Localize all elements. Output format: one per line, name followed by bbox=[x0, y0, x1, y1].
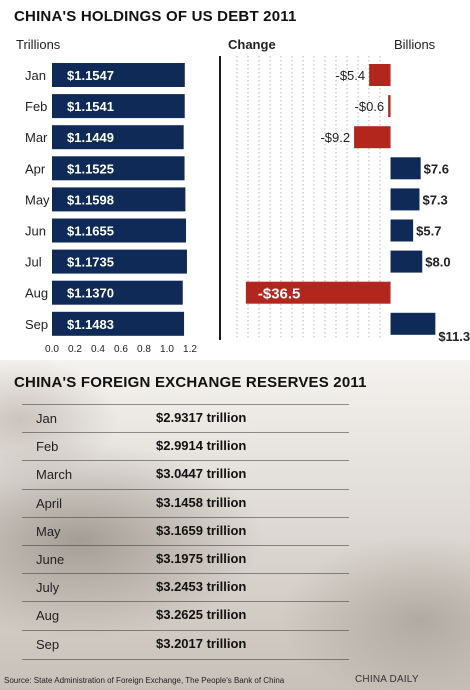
change-value-label: -$9.2 bbox=[320, 130, 350, 145]
credit-label: CHINA DAILY bbox=[355, 674, 419, 685]
source-note: Source: State Administration of Foreign … bbox=[4, 676, 285, 685]
reserves-value: $3.2453 trillion bbox=[156, 579, 247, 595]
reserves-row: June $3.1975 trillion bbox=[22, 545, 349, 574]
holdings-value-label: $1.1655 bbox=[67, 224, 114, 239]
reserves-row: Feb $2.9914 trillion bbox=[22, 432, 349, 461]
change-bar bbox=[390, 219, 414, 242]
reserves-month: July bbox=[36, 580, 60, 596]
holdings-bar bbox=[52, 94, 185, 119]
change-title: Change bbox=[228, 37, 276, 52]
reserves-title: CHINA'S FOREIGN EXCHANGE RESERVES 2011 bbox=[14, 374, 367, 391]
change-value-label: -$5.4 bbox=[336, 68, 366, 83]
reserves-month: March bbox=[36, 467, 73, 483]
reserves-value: $2.9914 trillion bbox=[156, 438, 247, 454]
change-bar bbox=[390, 250, 423, 273]
holdings-category-label: Apr bbox=[25, 161, 46, 176]
holdings-bar bbox=[52, 125, 184, 150]
change-value-label: $11.3 bbox=[438, 329, 470, 344]
reserves-value: $3.1975 trillion bbox=[156, 551, 247, 566]
change-value-label: $5.7 bbox=[416, 224, 441, 239]
holdings-bar bbox=[52, 63, 185, 87]
change-unit-label: Billions bbox=[394, 37, 436, 52]
change-bar bbox=[369, 64, 391, 86]
reserves-row: April $3.1458 trillion bbox=[22, 488, 349, 518]
reserves-row: Aug $3.2625 trillion bbox=[22, 601, 349, 630]
change-bar bbox=[390, 188, 420, 211]
reserves-row: Sep $3.2017 trillion bbox=[22, 629, 349, 660]
change-value-label: $8.0 bbox=[425, 255, 450, 270]
change-value-label: $7.3 bbox=[422, 192, 447, 207]
holdings-category-label: Jan bbox=[25, 68, 46, 83]
reserves-row: May $3.1659 trillion bbox=[22, 516, 349, 546]
holdings-value-label: $1.1525 bbox=[67, 161, 114, 176]
reserves-month: Sep bbox=[36, 636, 60, 652]
holdings-bar bbox=[52, 311, 185, 336]
change-value-label: -$0.6 bbox=[355, 99, 385, 114]
holdings-x-tick-label: 0.8 bbox=[137, 344, 151, 355]
holdings-value-label: $1.1483 bbox=[67, 317, 114, 332]
change-value-label: -$36.5 bbox=[258, 286, 301, 303]
change-bar bbox=[388, 95, 391, 118]
change-bar bbox=[354, 126, 391, 149]
reserves-month: Feb bbox=[36, 439, 59, 455]
holdings-x-tick-label: 1.0 bbox=[160, 344, 174, 355]
reserves-month: May bbox=[36, 523, 61, 539]
background-photo bbox=[0, 360, 470, 690]
holdings-value-label: $1.1370 bbox=[67, 286, 114, 301]
holdings-bar bbox=[52, 280, 183, 305]
holdings-bar bbox=[52, 218, 187, 243]
holdings-x-tick-label: 0.4 bbox=[91, 344, 105, 355]
holdings-value-label: $1.1547 bbox=[67, 68, 114, 83]
change-bar bbox=[245, 281, 391, 304]
holdings-category-label: Aug bbox=[25, 286, 48, 301]
holdings-x-tick-label: 1.2 bbox=[183, 344, 197, 355]
holdings-title: CHINA'S HOLDINGS OF US DEBT 2011 bbox=[14, 8, 297, 25]
holdings-bar bbox=[52, 187, 186, 212]
reserves-row: March $3.0447 trillion bbox=[22, 460, 349, 489]
holdings-charts: Jan $1.1547 Feb $1.1541 Mar $1.1449 Apr $1.1525… bbox=[25, 56, 470, 355]
holdings-category-label: Mar bbox=[25, 130, 48, 145]
reserves-month: Jan bbox=[36, 411, 57, 426]
change-value-label: $7.6 bbox=[424, 161, 449, 176]
holdings-value-label: $1.1735 bbox=[67, 255, 114, 270]
holdings-x-tick-label: 0.2 bbox=[68, 344, 82, 355]
holdings-bar bbox=[52, 249, 187, 274]
holdings-category-label: Jul bbox=[25, 255, 42, 270]
holdings-value-label: $1.1541 bbox=[67, 99, 114, 114]
holdings-category-label: Feb bbox=[25, 99, 47, 114]
reserves-value: $2.9317 trillion bbox=[156, 410, 247, 425]
reserves-month: June bbox=[36, 552, 65, 567]
reserves-row: Jan $2.9317 trillion bbox=[22, 404, 349, 433]
reserves-month: Aug bbox=[36, 608, 60, 624]
holdings-unit-label: Trillions bbox=[16, 37, 61, 52]
change-bar bbox=[390, 312, 436, 335]
reserves-row: July $3.2453 trillion bbox=[22, 573, 349, 602]
reserves-value: $3.1458 trillion bbox=[156, 494, 247, 510]
holdings-value-label: $1.1598 bbox=[67, 192, 114, 207]
holdings-category-label: Sep bbox=[25, 317, 48, 332]
reserves-month: April bbox=[36, 495, 63, 511]
reserves-value: $3.2017 trillion bbox=[156, 635, 247, 651]
holdings-category-label: May bbox=[25, 192, 50, 207]
holdings-value-label: $1.1449 bbox=[67, 130, 114, 145]
holdings-x-tick-label: 0.0 bbox=[45, 344, 59, 355]
reserves-value: $3.0447 trillion bbox=[156, 466, 247, 482]
reserves-value: $3.1659 trillion bbox=[156, 522, 247, 538]
change-bar bbox=[390, 157, 421, 180]
holdings-bar bbox=[52, 156, 185, 181]
reserves-value: $3.2625 trillion bbox=[156, 607, 247, 623]
holdings-category-label: Jun bbox=[25, 224, 46, 239]
holdings-x-tick-label: 0.6 bbox=[114, 344, 128, 355]
